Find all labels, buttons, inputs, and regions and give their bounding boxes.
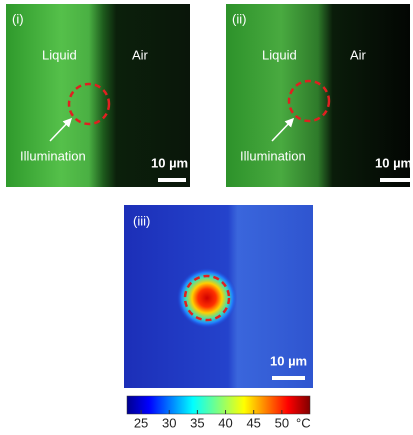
tick-label: 50: [275, 415, 289, 430]
panel-label: (iii): [133, 213, 150, 228]
scale-label: 10 µm: [375, 155, 412, 170]
scale-bar: [380, 178, 410, 182]
scale-bar: [158, 178, 186, 182]
label: Liquid: [42, 47, 77, 62]
panel-label: (i): [12, 11, 24, 26]
scale-label: 10 µm: [270, 353, 307, 368]
tick-label: 40: [218, 415, 232, 430]
label: Air: [132, 47, 149, 62]
scale-label: 10 µm: [151, 155, 188, 170]
panel-label: (ii): [232, 11, 246, 26]
label: Air: [350, 47, 367, 62]
label: Illumination: [20, 148, 86, 163]
tick-label: 45: [246, 415, 260, 430]
label: Liquid: [262, 47, 297, 62]
tick-label: 35: [190, 415, 204, 430]
colorbar: [127, 396, 310, 414]
label: Illumination: [240, 148, 306, 163]
scale-bar: [272, 376, 305, 380]
tick-label: 25: [134, 415, 148, 430]
unit: °C: [296, 415, 311, 430]
tick-label: 30: [162, 415, 176, 430]
figure: (i) Liquid Air Illumination 10 µm (ii) L…: [0, 0, 413, 430]
